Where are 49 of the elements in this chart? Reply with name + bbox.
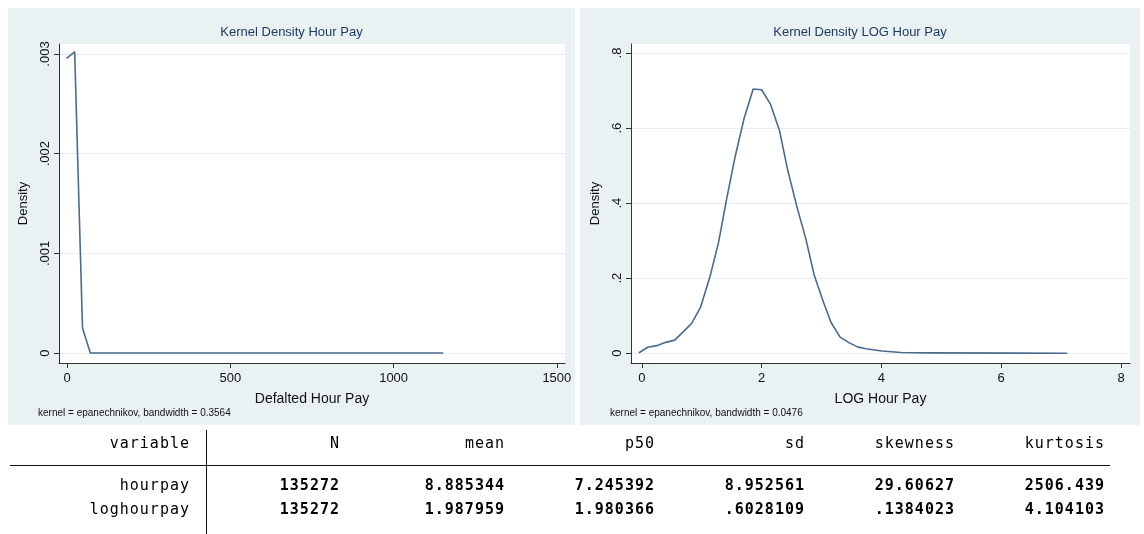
- x-tick-label: 8: [1117, 370, 1125, 385]
- y-tick-label: .002: [37, 141, 52, 167]
- y-axis-title: Density: [587, 181, 602, 226]
- text: 1.980366: [574, 500, 655, 518]
- text: 135272: [279, 476, 340, 494]
- y-tick-label: 0: [609, 349, 624, 357]
- text: 4.104103: [1024, 500, 1105, 518]
- x-axis-title: Defalted Hour Pay: [254, 390, 370, 406]
- x-tick-label: 1500: [542, 370, 572, 385]
- text: 8.952561: [724, 476, 805, 494]
- text: hourpay: [119, 476, 190, 494]
- text: skewness: [874, 434, 955, 452]
- x-tick-label: 6: [997, 370, 1005, 385]
- chart-title: Kernel Density Hour Pay: [220, 24, 364, 39]
- text: p50: [624, 434, 655, 452]
- text: 7.245392: [574, 476, 655, 494]
- x-tick-label: 500: [219, 370, 242, 385]
- text: 29.60627: [874, 476, 955, 494]
- text: .1384023: [874, 500, 955, 518]
- line-series: [638, 88, 1068, 355]
- x-axis-title: LOG Hour Pay: [834, 390, 927, 406]
- text: kurtosis: [1024, 434, 1105, 452]
- text: .6028109: [724, 500, 805, 518]
- text: kernel = epanechnikov, bandwidth = 0.3564: [38, 406, 232, 418]
- y-tick-label: .4: [609, 197, 624, 209]
- y-axis-title: Density: [15, 181, 30, 226]
- y-tick-label: .8: [609, 47, 624, 59]
- line-series: [66, 51, 444, 354]
- text: 135272: [279, 500, 340, 518]
- x-tick-label: 0: [63, 370, 71, 385]
- text: loghourpay: [89, 500, 190, 518]
- text: sd: [784, 434, 805, 452]
- text: mean: [464, 434, 505, 452]
- y-tick-label: .6: [609, 122, 624, 134]
- y-tick-label: .2: [609, 272, 624, 284]
- y-tick-label: .001: [37, 240, 52, 266]
- x-tick-label: 4: [877, 370, 886, 385]
- x-tick-label: 1000: [379, 370, 409, 385]
- text: 1.987959: [424, 500, 505, 518]
- x-tick-label: 0: [638, 370, 646, 385]
- text: kernel = epanechnikov, bandwidth = 0.0476: [610, 406, 804, 418]
- y-tick-label: 0: [37, 349, 52, 357]
- x-tick-label: 2: [757, 370, 766, 385]
- text: N: [329, 434, 340, 452]
- chart-title: Kernel Density LOG Hour Pay: [773, 24, 948, 39]
- text: 2506.439: [1024, 476, 1105, 494]
- text: variable: [109, 434, 190, 452]
- text: 8.885344: [424, 476, 505, 494]
- y-tick-label: .003: [37, 41, 52, 67]
